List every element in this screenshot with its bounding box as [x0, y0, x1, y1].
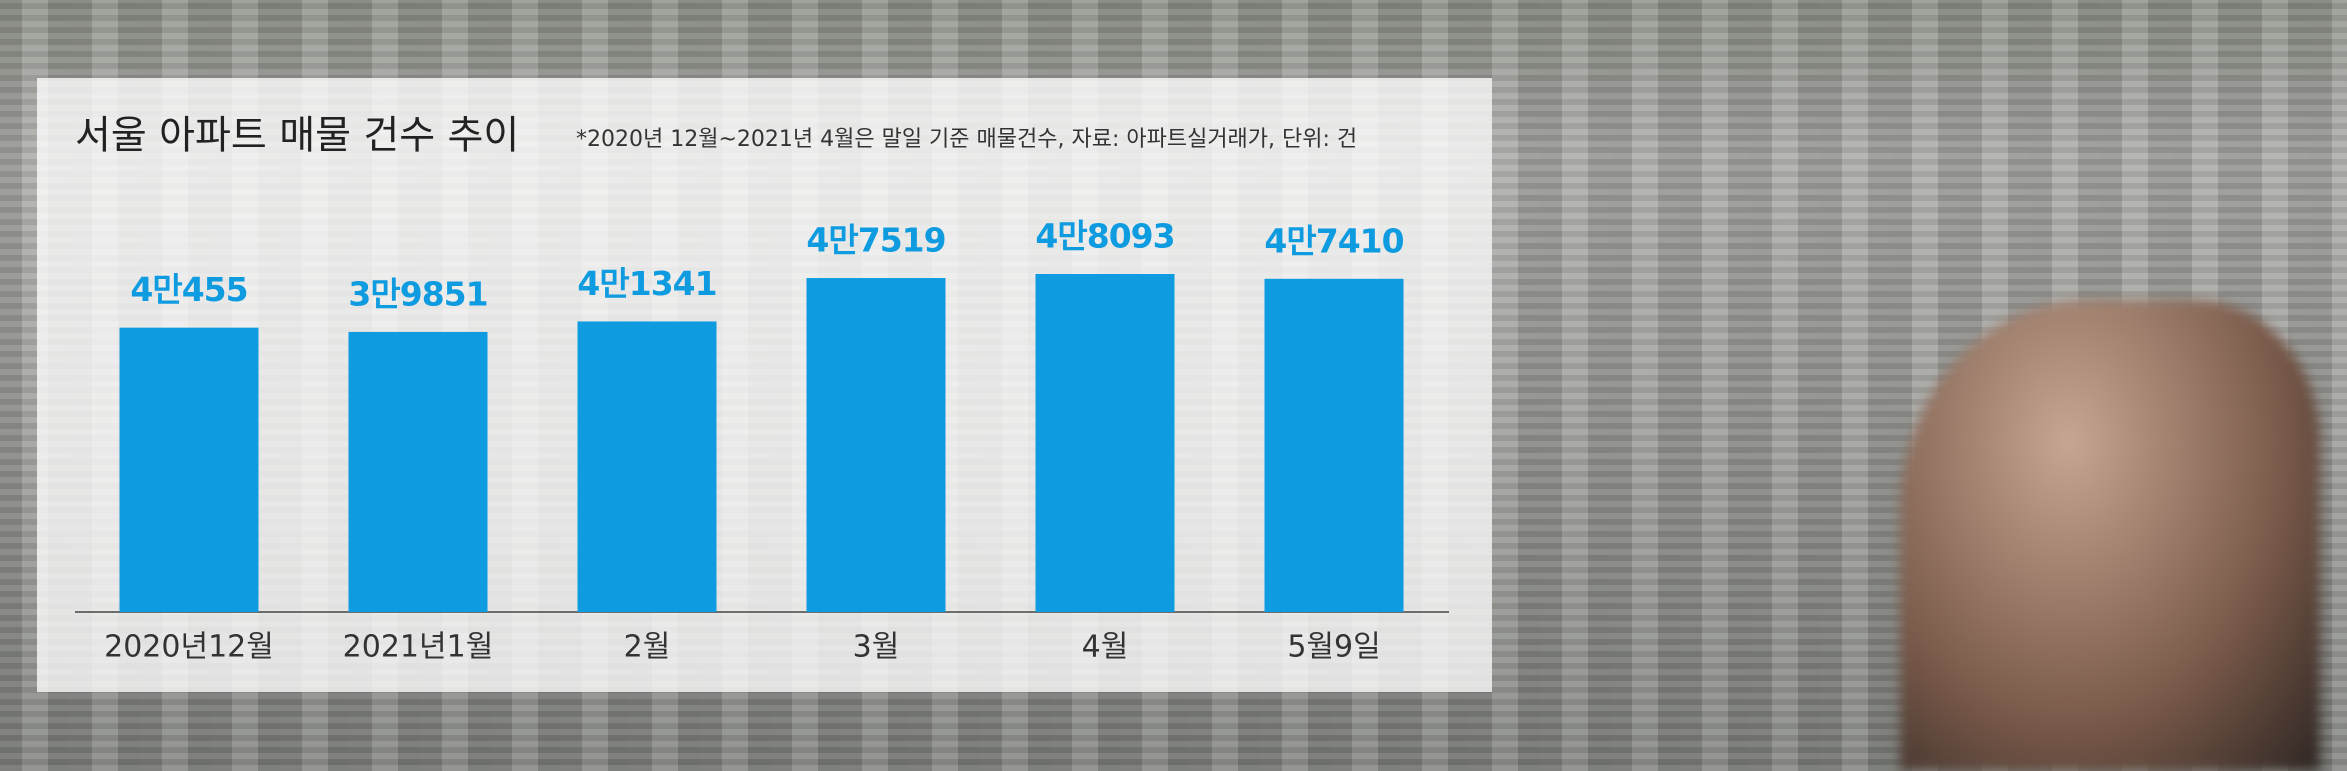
- value-label: 4만7410: [1264, 221, 1403, 260]
- x-tick-label: 2021년1월: [343, 630, 494, 665]
- x-tick-label: 2월: [624, 630, 671, 665]
- value-label: 4만455: [130, 270, 247, 309]
- background-photo-detail: [1900, 300, 2320, 771]
- chart-subtitle: *2020년 12월~2021년 4월은 말일 기준 매물건수, 자료: 아파트…: [576, 127, 1357, 152]
- bar: [1264, 278, 1404, 612]
- value-label: 4만7519: [806, 221, 945, 260]
- chart-panel: [37, 78, 1492, 692]
- x-tick-label: 4월: [1082, 630, 1129, 665]
- x-tick-label: 3월: [853, 630, 900, 665]
- value-label: 4만8093: [1035, 217, 1174, 256]
- chart-title: 서울 아파트 매물 건수 추이: [75, 114, 519, 159]
- bar: [577, 321, 717, 612]
- value-label: 3만9851: [348, 274, 487, 313]
- bar: [1035, 274, 1175, 612]
- bar: [348, 331, 488, 612]
- bar: [119, 327, 259, 612]
- bar: [806, 278, 946, 612]
- x-tick-label: 2020년12월: [104, 630, 274, 665]
- value-label: 4만1341: [577, 264, 716, 303]
- x-tick-label: 5월9일: [1287, 630, 1380, 665]
